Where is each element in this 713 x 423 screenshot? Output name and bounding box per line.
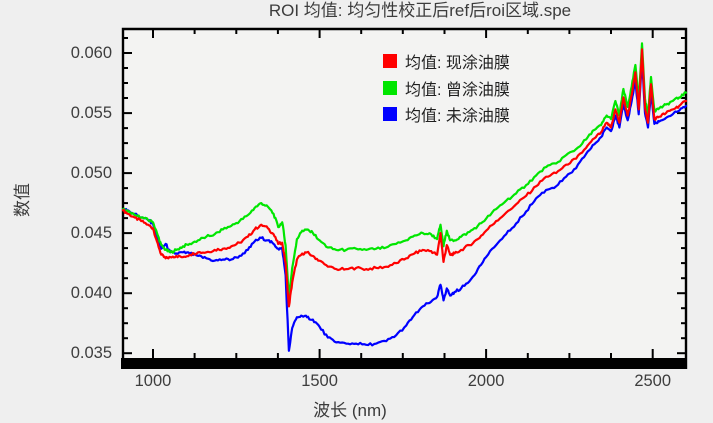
legend-label: 均值: 未涂油膜: [405, 108, 510, 126]
legend-label: 均值: 现涂油膜: [405, 55, 510, 73]
plot-background: [123, 29, 686, 358]
x-tick-label: 2500: [634, 372, 672, 390]
legend: 均值: 现涂油膜 均值: 曾涂油膜 均值: 未涂油膜: [383, 48, 510, 128]
y-axis-label: 数值: [13, 183, 32, 217]
legend-swatch-red: [383, 54, 397, 69]
legend-label: 均值: 曾涂油膜: [405, 81, 510, 99]
y-tick-label: 0.050: [70, 164, 112, 183]
y-tick-label: 0.045: [70, 224, 112, 243]
legend-item: 均值: 现涂油膜: [383, 48, 510, 75]
y-tick-label: 0.035: [70, 344, 112, 363]
series-line-0: [121, 48, 688, 308]
legend-item: 均值: 未涂油膜: [383, 101, 510, 128]
legend-item: 均值: 曾涂油膜: [383, 75, 510, 102]
series-line-1: [121, 42, 688, 300]
x-axis-label: 波长 (nm): [313, 401, 387, 420]
y-tick-label: 0.040: [70, 284, 112, 303]
legend-swatch-blue: [383, 107, 397, 122]
y-tick-label: 0.055: [70, 104, 112, 123]
y-tick-label: 0.060: [70, 44, 112, 62]
chart-title: ROI 均值: 均匀性校正后ref后roi区域.spe: [268, 1, 572, 20]
x-tick-label: 1000: [134, 372, 172, 390]
x-axis-line: [121, 358, 686, 369]
legend-swatch-green: [383, 80, 397, 95]
plot-frame: [121, 27, 688, 369]
x-tick-label: 2000: [467, 372, 505, 390]
x-tick-label: 1500: [301, 372, 338, 390]
